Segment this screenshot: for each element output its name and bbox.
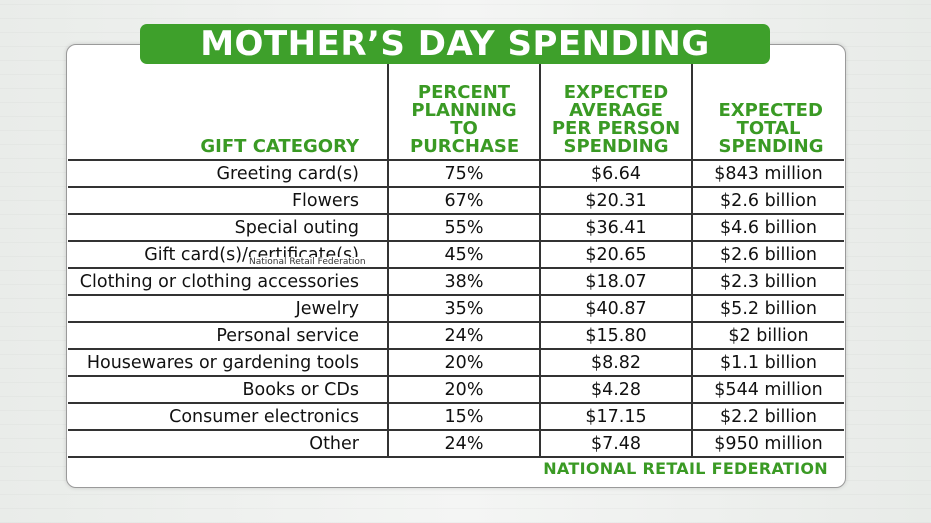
cell-total-spending: $2.6 billion: [691, 186, 844, 214]
cell-total-spending: $5.2 billion: [691, 294, 844, 322]
cell-percent: 15%: [387, 402, 540, 430]
table-row: Flowers 67% $20.31 $2.6 billion: [68, 186, 844, 214]
table-row: Special outing 55% $36.41 $4.6 billion: [68, 213, 844, 241]
cell-percent: 38%: [387, 267, 540, 295]
table-row: Housewares or gardening tools 20% $8.82 $1.…: [68, 348, 844, 376]
cell-total-spending: $843 million: [691, 159, 844, 187]
cell-percent: 24%: [387, 321, 540, 349]
cell-avg-spending: $18.07: [539, 267, 692, 295]
table-row: Greeting card(s) 75% $6.64 $843 million: [68, 159, 844, 187]
cell-percent: 35%: [387, 294, 540, 322]
cell-percent: 75%: [387, 159, 540, 187]
cell-category: Housewares or gardening tools: [68, 348, 388, 376]
header-total-spending-label: EXPECTED TOTAL SPENDING: [718, 100, 824, 157]
cell-avg-spending: $15.80: [539, 321, 692, 349]
table-row: Clothing or clothing accessories 38% $18.0…: [68, 267, 844, 295]
cell-avg-spending: $20.31: [539, 186, 692, 214]
cell-total-spending: $4.6 billion: [691, 213, 844, 241]
cell-percent: 67%: [387, 186, 540, 214]
cell-total-spending: $2 billion: [691, 321, 844, 349]
cell-avg-spending: $6.64: [539, 159, 692, 187]
watermark-text: National Retail Federation: [248, 257, 367, 267]
cell-category: Jewelry: [68, 294, 388, 322]
table-body: Greeting card(s) 75% $6.64 $843 million Flow…: [68, 159, 844, 458]
cell-avg-spending: $7.48: [539, 429, 692, 458]
source-label: NATIONAL RETAIL FEDERATION: [543, 459, 828, 478]
cell-total-spending: $2.2 billion: [691, 402, 844, 430]
cell-category: Books or CDs: [68, 375, 388, 403]
cell-total-spending: $2.6 billion: [691, 240, 844, 268]
table-row: Other 24% $7.48 $950 million: [68, 429, 844, 458]
cell-percent: 20%: [387, 375, 540, 403]
cell-category: Personal service: [68, 321, 388, 349]
cell-percent: 24%: [387, 429, 540, 458]
cell-avg-spending: $4.28: [539, 375, 692, 403]
cell-percent: 20%: [387, 348, 540, 376]
cell-avg-spending: $40.87: [539, 294, 692, 322]
table-row: Books or CDs 20% $4.28 $544 million: [68, 375, 844, 403]
cell-category: Special outing: [68, 213, 388, 241]
cell-category: Flowers: [68, 186, 388, 214]
cell-total-spending: $544 million: [691, 375, 844, 403]
cell-avg-spending: $17.15: [539, 402, 692, 430]
cell-category: Greeting card(s): [68, 159, 388, 187]
title-banner: MOTHER’S DAY SPENDING: [140, 24, 770, 64]
table-row: Personal service 24% $15.80 $2 billion: [68, 321, 844, 349]
chart-title: MOTHER’S DAY SPENDING: [200, 24, 710, 64]
header-gift-category: GIFT CATEGORY: [200, 136, 359, 157]
cell-percent: 45%: [387, 240, 540, 268]
spending-table: GIFT CATEGORY PERCENT PLANNING TO PURCHA…: [68, 64, 844, 458]
cell-total-spending: $1.1 billion: [691, 348, 844, 376]
header-percent-label: PERCENT PLANNING TO PURCHASE: [410, 82, 520, 157]
cell-category: Other: [68, 429, 388, 458]
cell-avg-spending: $36.41: [539, 213, 692, 241]
table-row: Gift card(s)/certificate(s) 45% $20.65 $2.6…: [68, 240, 844, 268]
cell-total-spending: $2.3 billion: [691, 267, 844, 295]
cell-category: Clothing or clothing accessories: [68, 267, 388, 295]
cell-avg-spending: $20.65: [539, 240, 692, 268]
cell-percent: 55%: [387, 213, 540, 241]
table-row: Jewelry 35% $40.87 $5.2 billion: [68, 294, 844, 322]
header-percent: PERCENT PLANNING TO PURCHASE: [387, 64, 540, 160]
table-row: Consumer electronics 15% $17.15 $2.2 billio…: [68, 402, 844, 430]
cell-avg-spending: $8.82: [539, 348, 692, 376]
header-row: GIFT CATEGORY PERCENT PLANNING TO PURCHA…: [68, 64, 844, 160]
cell-total-spending: $950 million: [691, 429, 844, 458]
cell-category: Consumer electronics: [68, 402, 388, 430]
header-total-spending: EXPECTED TOTAL SPENDING: [691, 64, 844, 160]
header-avg-spending-label: EXPECTED AVERAGE PER PERSON SPENDING: [551, 82, 681, 157]
header-avg-spending: EXPECTED AVERAGE PER PERSON SPENDING: [539, 64, 692, 160]
